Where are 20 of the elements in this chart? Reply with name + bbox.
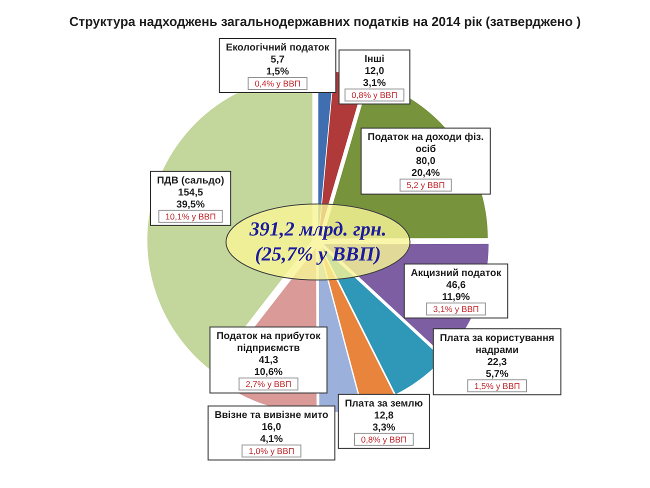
slice-label: Інші: [364, 54, 385, 65]
slice-label: Податок на доходи фіз. осіб: [368, 132, 484, 156]
data-label: 12,0 3,1% 0,8% у ВВП: [352, 66, 398, 100]
slice-label: Податок на прибуток підприємств: [216, 330, 322, 354]
data-label: 46,6 11,9% 3,1% у ВВП: [433, 280, 479, 314]
chart-title: Структура надходжень загальнодержавних податків на 2014 рік (затверджено ): [69, 14, 581, 29]
data-label: 154,5 39,5% 10,1% у ВВП: [165, 187, 216, 222]
data-label: 41,3 10,6% 2,7% у ВВП: [246, 354, 292, 389]
data-label: 22,3 5,7% 1,5% у ВВП: [474, 356, 520, 391]
slice-label: Плата за користування надрами: [440, 332, 555, 356]
slice-label: Ввізне та вивізне мито: [214, 410, 328, 421]
slice-label: Акцизний податок: [410, 268, 502, 280]
data-label: 16,0 4,1% 1,0% у ВВП: [248, 422, 294, 456]
slice-label: ПДВ (сальдо): [156, 175, 224, 186]
data-label: 80,0 20,4% 5,2 у ВВП: [406, 156, 445, 190]
slice-label: Плата за землю: [344, 398, 424, 410]
data-label: 5,7 1,5% 0,4% у ВВП: [254, 54, 300, 88]
text: 391,2 млрд. грн. (25,7% у ВВП): [248, 218, 387, 266]
slice-label: Екологічний податок: [226, 42, 330, 54]
data-label: 12,8 3,3% 0,8% у ВВП: [360, 410, 407, 444]
